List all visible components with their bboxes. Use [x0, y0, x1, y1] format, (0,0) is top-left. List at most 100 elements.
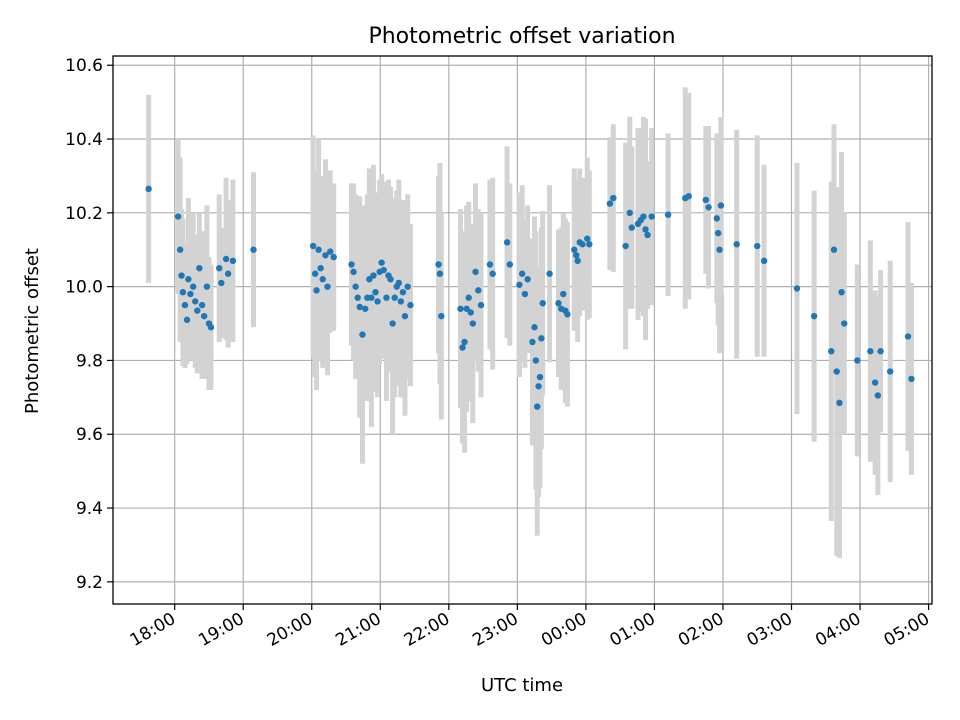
data-point: [648, 213, 655, 220]
y-tick-label: 9.8: [76, 351, 103, 371]
data-point: [532, 357, 540, 364]
x-axis-ticks: 18:00 19:00 20:00 21:00 22:00 23:00 00:00 01:00…: [127, 604, 933, 651]
data-point: [178, 272, 185, 279]
data-point: [610, 194, 617, 202]
data-point: [516, 281, 523, 288]
data-point: [854, 357, 861, 364]
x-tick-label: 01:00: [606, 609, 658, 651]
data-point: [309, 242, 317, 250]
data-point: [187, 290, 194, 298]
data-point: [908, 375, 915, 383]
data-point: [370, 272, 377, 279]
data-point: [391, 294, 398, 301]
data-point: [319, 276, 326, 283]
data-point: [324, 283, 331, 290]
data-point: [218, 279, 225, 287]
data-point: [200, 312, 208, 320]
data-point: [640, 213, 647, 220]
data-point: [702, 196, 710, 204]
data-point: [531, 324, 538, 331]
x-tick-label: 00:00: [538, 609, 590, 651]
data-point: [404, 283, 411, 290]
data-point: [145, 185, 152, 193]
data-point: [564, 311, 571, 318]
data-point: [354, 294, 361, 301]
x-tick-label: 03:00: [744, 609, 796, 651]
data-point: [489, 270, 496, 277]
data-point: [486, 261, 494, 268]
data-point: [810, 312, 818, 320]
data-point: [546, 270, 553, 277]
data-point: [174, 213, 182, 220]
data-point: [362, 305, 369, 312]
data-point: [685, 193, 692, 200]
y-axis-ticks: 9.2 9.4 9.6 9.8 10.0 10.2 10.4 10.6: [65, 56, 113, 593]
data-point: [389, 320, 396, 327]
x-tick-label: 21:00: [332, 609, 384, 651]
data-point: [830, 246, 838, 253]
data-point: [518, 270, 526, 277]
data-point: [183, 316, 191, 324]
data-point: [467, 309, 474, 316]
data-point: [374, 298, 381, 305]
data-point: [838, 288, 845, 296]
data-point: [472, 268, 479, 276]
data-point: [348, 261, 355, 268]
data-point: [586, 241, 593, 248]
data-point: [836, 399, 843, 407]
data-point: [359, 331, 366, 338]
data-point: [539, 300, 546, 307]
data-point: [378, 259, 385, 266]
data-point: [181, 301, 189, 309]
data-point: [438, 312, 445, 320]
y-tick-label: 9.6: [76, 425, 103, 445]
data-point: [380, 266, 387, 274]
data-point: [313, 287, 320, 294]
data-point: [754, 242, 761, 250]
data-point: [198, 301, 206, 309]
y-tick-label: 10.6: [65, 56, 103, 76]
data-point: [387, 276, 394, 283]
data-point: [833, 368, 840, 375]
data-point: [713, 215, 720, 222]
data-point: [229, 257, 237, 265]
data-point: [644, 231, 651, 239]
data-point: [189, 283, 197, 290]
data-point: [717, 202, 725, 209]
data-point: [874, 392, 882, 399]
data-point: [579, 241, 586, 248]
plot-frame: [112, 55, 933, 605]
data-point: [760, 257, 768, 265]
data-point: [250, 246, 257, 253]
data-point: [352, 283, 359, 290]
data-point: [322, 252, 329, 259]
data-point: [196, 264, 203, 272]
data-point: [222, 255, 230, 263]
x-axis-label: UTC time: [481, 675, 563, 696]
data-point: [185, 276, 192, 283]
data-point: [401, 312, 409, 320]
data-point: [469, 320, 477, 327]
data-point: [317, 264, 324, 272]
data-point: [642, 226, 649, 233]
data-point: [224, 270, 232, 277]
data-point: [555, 300, 562, 307]
y-tick-label: 9.4: [76, 499, 103, 519]
data-point: [904, 333, 912, 340]
data-point: [574, 257, 581, 265]
data-point: [536, 373, 544, 381]
data-point: [529, 338, 536, 346]
data-point: [194, 307, 201, 314]
data-point: [626, 209, 633, 217]
chart-title: Photometric offset variation: [368, 24, 675, 49]
data-point: [584, 235, 591, 242]
data-point: [330, 253, 337, 261]
x-tick-label: 20:00: [264, 609, 316, 651]
data-point: [714, 229, 722, 237]
data-point: [538, 335, 545, 342]
data-points: [145, 185, 915, 410]
data-point: [461, 338, 468, 346]
data-point: [192, 298, 199, 305]
data-point: [350, 268, 357, 276]
